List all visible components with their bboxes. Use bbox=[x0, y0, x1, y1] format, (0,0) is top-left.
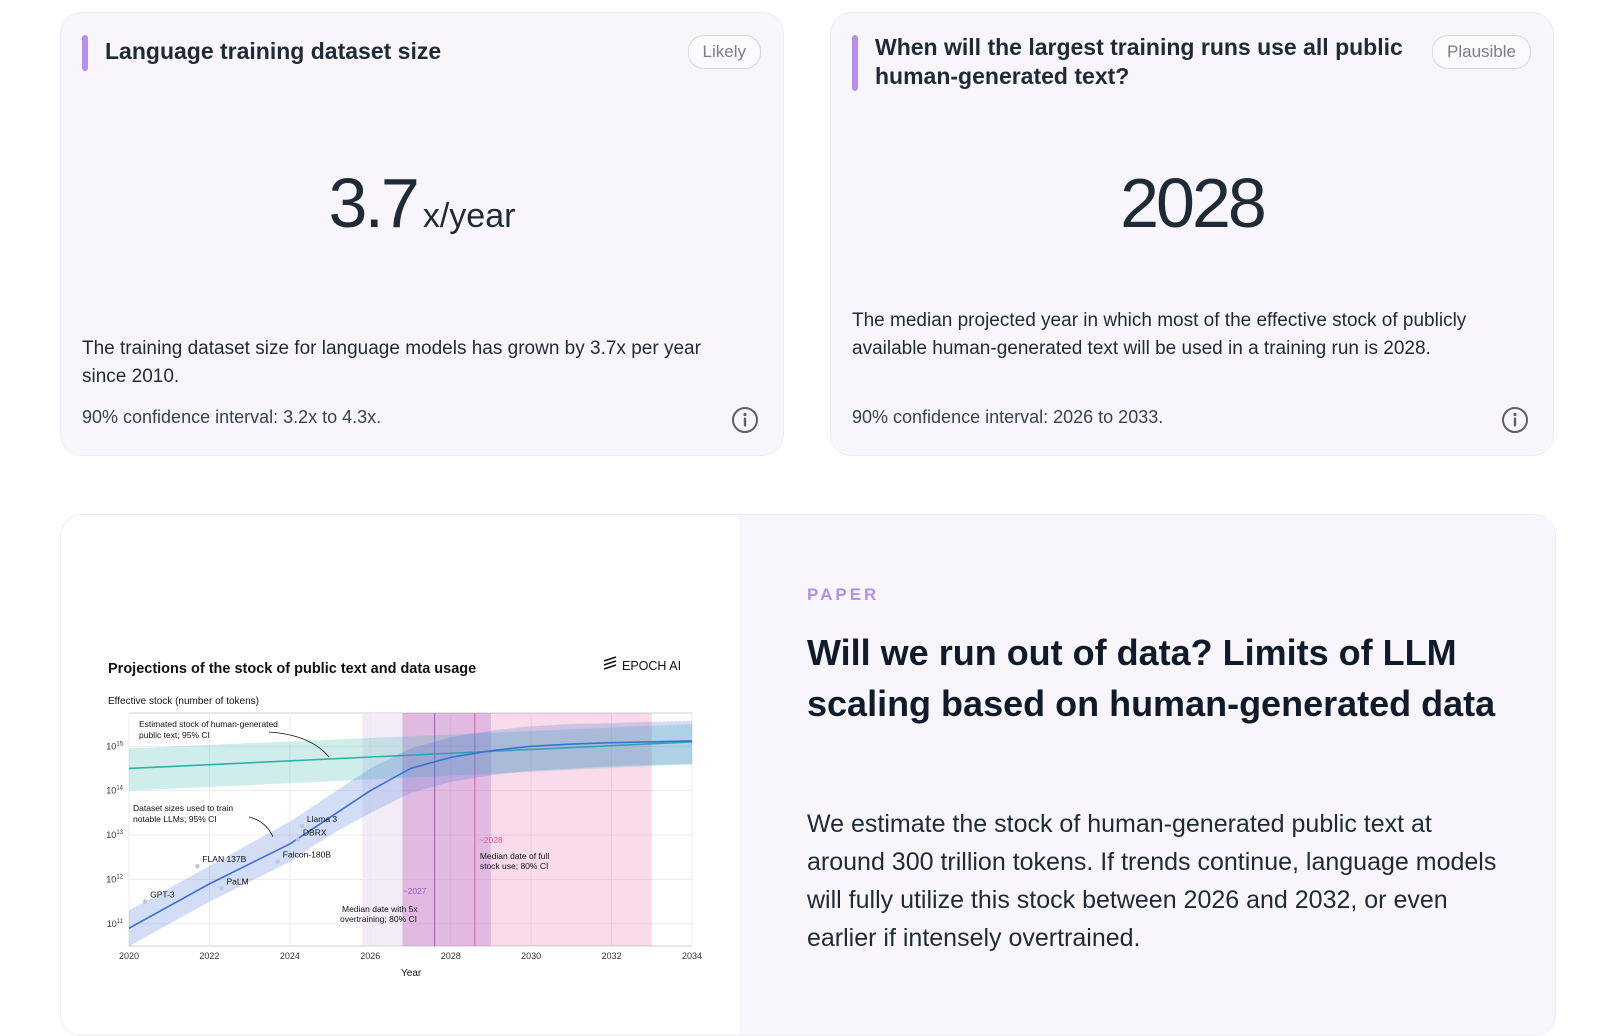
model-label: GPT-3 bbox=[150, 890, 175, 900]
metric-value: 3.7 x/year bbox=[61, 163, 783, 243]
y-tick-label: 1012 bbox=[106, 874, 123, 884]
overtraining-median-label: ~2027 bbox=[403, 886, 427, 896]
confidence-interval: 90% confidence interval: 3.2x to 4.3x. bbox=[82, 407, 382, 427]
dataset-series-ci bbox=[128, 720, 693, 947]
dataset-series-line bbox=[128, 740, 693, 929]
overtraining-note-1: Median date with 5x bbox=[342, 904, 418, 914]
stock-series-line bbox=[128, 741, 693, 770]
overtraining-note-2: overtraining; 80% CI bbox=[340, 914, 417, 924]
chart-title: Projections of the stock of public text … bbox=[108, 661, 476, 677]
y-tick-label: 1013 bbox=[106, 830, 123, 840]
confidence-badge: Plausible bbox=[1432, 35, 1531, 69]
paper-text-panel: PAPER Will we run out of data? Limits of… bbox=[739, 515, 1555, 1035]
model-label: PaLM bbox=[226, 876, 248, 886]
x-tick-label: 2020 bbox=[119, 951, 139, 961]
stock-series-ci bbox=[128, 723, 693, 792]
paper-card[interactable]: Projections of the stock of public text … bbox=[60, 514, 1556, 1036]
stock-legend-label-1: Estimated stock of human-generated bbox=[139, 719, 278, 729]
x-axis-label: Year bbox=[401, 968, 422, 979]
paper-kicker: PAPER bbox=[807, 585, 880, 604]
epoch-logo-icon bbox=[603, 656, 617, 670]
model-label: FLAN 137B bbox=[202, 854, 246, 864]
dataset-legend-label-2: notable LLMs; 95% CI bbox=[133, 814, 217, 824]
metric-value: 2028 bbox=[831, 163, 1553, 243]
card-description: The training dataset size for language m… bbox=[82, 338, 701, 387]
card-description: The median projected year in which most … bbox=[852, 310, 1467, 359]
plot-area: 2020 2022 2024 2026 2028 2030 2032 2034 1011 1012… bbox=[106, 712, 702, 961]
paper-title[interactable]: Will we run out of data? Limits of LLM s… bbox=[807, 632, 1496, 724]
projection-chart: Projections of the stock of public text … bbox=[106, 656, 702, 979]
band-edge bbox=[362, 713, 403, 946]
stock-legend-label-2: public text; 95% CI bbox=[139, 730, 210, 740]
stock-legend-arrow bbox=[268, 731, 330, 758]
paper-figure: Projections of the stock of public text … bbox=[61, 515, 739, 1035]
metric-card-dataset-size: Language training dataset size Likely 3.… bbox=[60, 12, 784, 456]
model-point bbox=[219, 886, 224, 891]
x-tick-label: 2028 bbox=[441, 951, 461, 961]
card-accent-bar bbox=[82, 35, 88, 71]
model-label: Llama 3 bbox=[307, 814, 338, 824]
model-point bbox=[142, 899, 148, 904]
metric-number: 3.7 bbox=[328, 164, 420, 242]
x-tick-label: 2030 bbox=[521, 951, 541, 961]
model-point bbox=[195, 863, 200, 869]
model-point bbox=[295, 837, 301, 842]
dataset-legend-label-1: Dataset sizes used to train bbox=[133, 803, 233, 813]
model-point bbox=[275, 859, 280, 864]
paper-abstract: We estimate the stock of human-generated… bbox=[807, 810, 1497, 952]
x-tick-label: 2024 bbox=[280, 951, 300, 961]
card-title: When will the largest training runs use … bbox=[875, 34, 1403, 89]
plot-frame bbox=[128, 712, 693, 947]
metric-number: 2028 bbox=[1120, 164, 1267, 242]
chart-brand: EPOCH AI bbox=[622, 659, 681, 673]
dataset-legend-arrow bbox=[248, 816, 274, 838]
model-label: DBRX bbox=[303, 827, 327, 837]
metric-unit: x/year bbox=[422, 197, 516, 235]
info-icon[interactable] bbox=[731, 406, 759, 434]
metric-card-data-exhaustion: When will the largest training runs use … bbox=[830, 12, 1554, 456]
x-tick-label: 2022 bbox=[199, 951, 219, 961]
y-tick-label: 1014 bbox=[106, 786, 123, 796]
card-title: Language training dataset size bbox=[105, 38, 442, 64]
info-icon[interactable] bbox=[1501, 406, 1529, 434]
confidence-badge: Likely bbox=[687, 35, 761, 69]
confidence-interval: 90% confidence interval: 2026 to 2033. bbox=[852, 407, 1164, 427]
full-stock-note-2: stock use; 80% CI bbox=[480, 861, 549, 871]
x-tick-label: 2034 bbox=[682, 951, 702, 961]
y-tick-label: 1015 bbox=[106, 741, 123, 751]
y-tick-label: 1011 bbox=[107, 919, 124, 929]
y-axis-label: Effective stock (number of tokens) bbox=[108, 696, 259, 707]
full-stock-median-label: ~2028 bbox=[479, 835, 503, 845]
x-tick-label: 2026 bbox=[360, 951, 380, 961]
card-accent-bar bbox=[852, 35, 858, 91]
model-label: Falcon-180B bbox=[283, 850, 332, 860]
x-tick-label: 2032 bbox=[602, 951, 622, 961]
model-point bbox=[299, 823, 305, 829]
full-stock-note-1: Median date of full bbox=[480, 851, 550, 861]
full-stock-ci-band bbox=[402, 713, 652, 946]
